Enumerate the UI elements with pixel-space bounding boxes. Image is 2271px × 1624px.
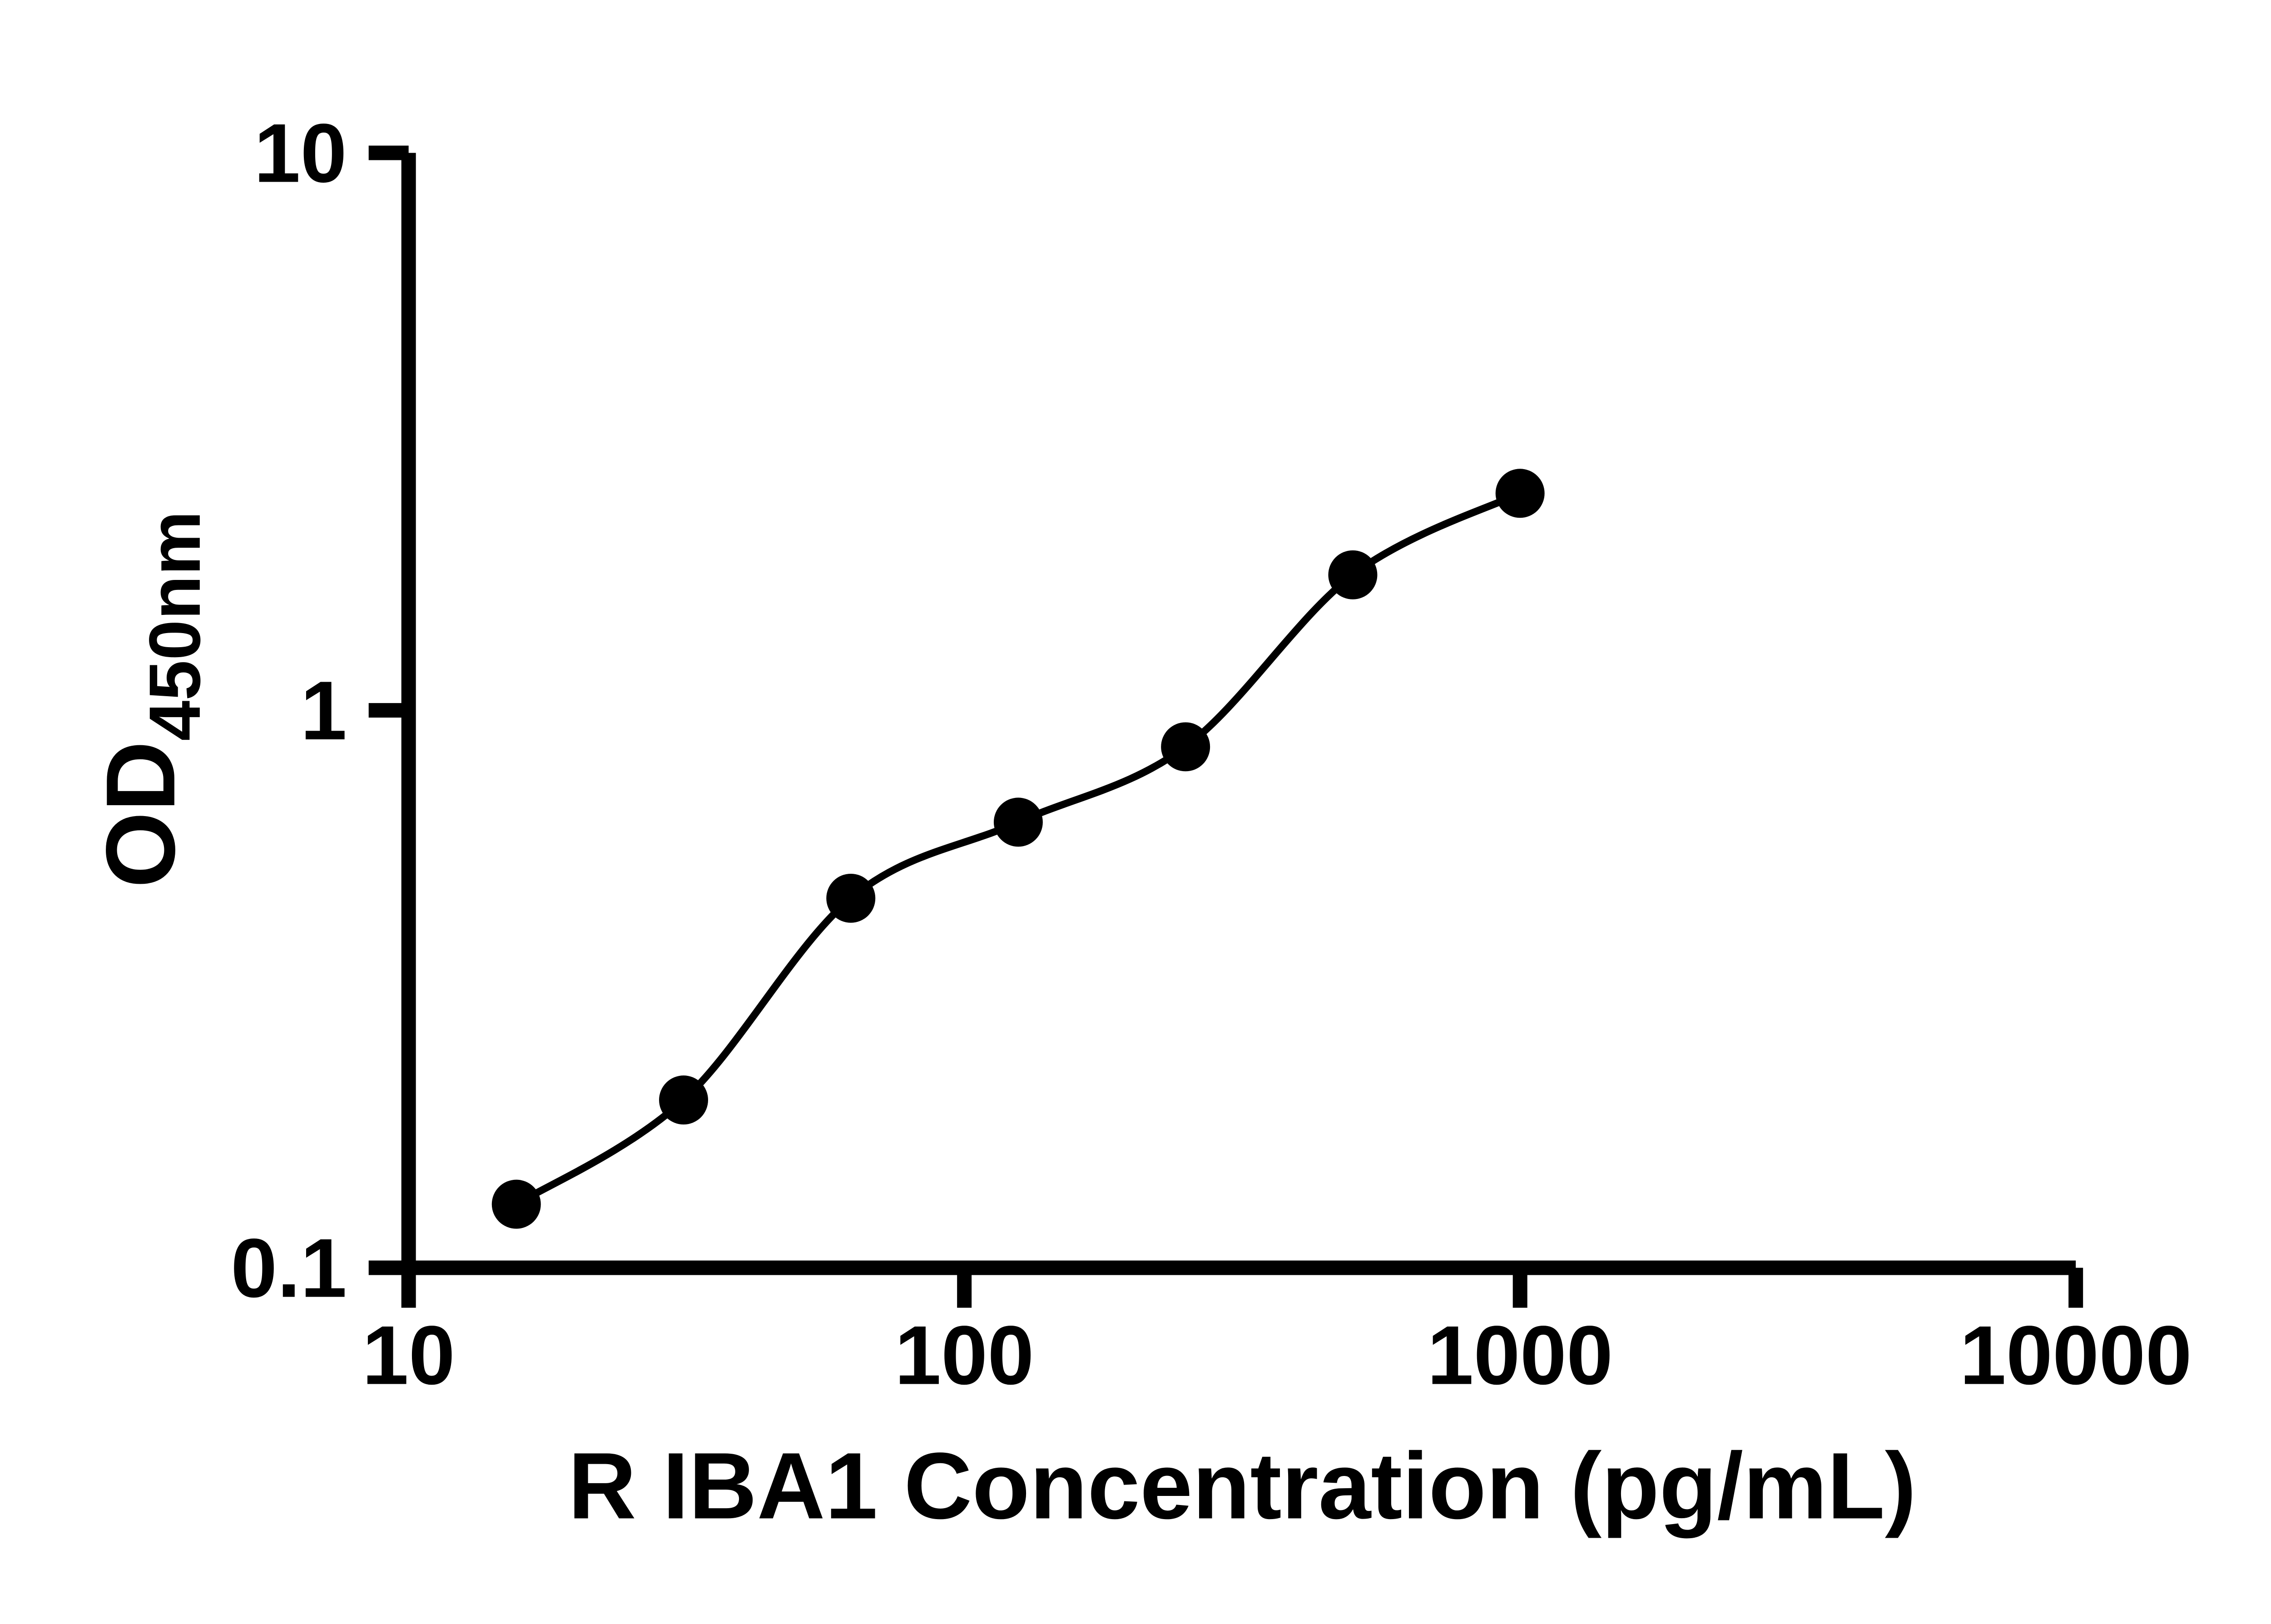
x-axis-title: R IBA1 Concentration (pg/mL) xyxy=(568,1433,1916,1539)
data-point xyxy=(491,1179,541,1229)
x-axis-tick-label: 100 xyxy=(895,1309,1034,1402)
x-axis-tick-label: 10000 xyxy=(1959,1309,2192,1402)
data-point xyxy=(1161,722,1210,772)
y-axis-title: OD450nm xyxy=(86,511,215,888)
data-point xyxy=(659,1075,708,1125)
data-point xyxy=(993,797,1043,847)
x-axis-tick-label: 1000 xyxy=(1427,1309,1613,1402)
plot-layer: 10 100 1000 10000 0.1 1 10 xyxy=(231,107,2192,1402)
y-axis-tick-label: 1 xyxy=(300,664,347,757)
data-point xyxy=(1495,469,1545,518)
y-axis-title-main: OD xyxy=(86,741,195,888)
y-axis-title-subscript: 450nm xyxy=(134,511,215,741)
y-axis-tick-label: 0.1 xyxy=(231,1222,347,1315)
data-point xyxy=(1328,550,1378,599)
data-point xyxy=(826,873,876,923)
y-axis-tick-label: 10 xyxy=(254,107,347,200)
x-axis-tick-label: 10 xyxy=(362,1309,455,1402)
